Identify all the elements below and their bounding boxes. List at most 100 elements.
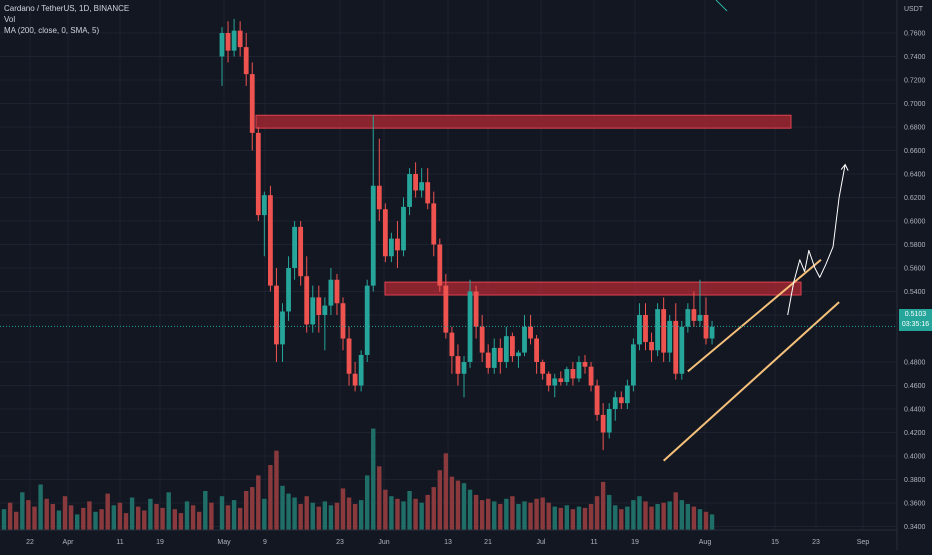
candle-body (413, 174, 418, 191)
volume-bar (274, 450, 279, 530)
volume-bar (99, 509, 104, 530)
candle-body (304, 276, 310, 325)
price-tick-label: 0.4800 (904, 360, 926, 367)
volume-bar (395, 498, 400, 530)
candle-body (352, 373, 358, 386)
candle-body (467, 291, 473, 362)
volume-bar (419, 502, 424, 530)
volume-bar (365, 475, 370, 530)
candle-body (389, 238, 394, 257)
candle-body (243, 47, 249, 75)
candle-body (576, 362, 582, 379)
volume-bar (38, 484, 43, 530)
candle-body (528, 326, 533, 339)
volume-bar (437, 470, 442, 530)
price-tick-label: 0.5600 (904, 266, 926, 273)
volume-bar (160, 507, 165, 530)
volume-bar (443, 453, 449, 530)
volume-bar (203, 491, 208, 530)
candle-body (274, 285, 279, 345)
volume-bar (479, 500, 485, 530)
candle-body (552, 378, 558, 386)
candle-body (328, 279, 334, 306)
volume-bar (231, 500, 237, 530)
volume-bar (20, 492, 25, 530)
date-tick-label: Aug (699, 539, 712, 546)
volume-bar (467, 489, 473, 530)
volume-bar (637, 496, 642, 530)
volume-bar (50, 504, 55, 530)
volume-bar (486, 498, 491, 530)
volume-bar (540, 497, 545, 530)
volume-bar (594, 496, 600, 530)
volume-indicator-label[interactable]: Vol (4, 15, 16, 24)
price-tick-label: 0.4400 (904, 407, 926, 414)
candle-body (455, 356, 461, 374)
trendline (687, 259, 822, 373)
volume-bar (649, 506, 654, 530)
candle-body (679, 326, 685, 374)
volume-bar (504, 498, 509, 530)
volume-bar (570, 509, 576, 530)
volume-bar (56, 510, 62, 530)
candle-body (479, 326, 485, 353)
candle-body (709, 326, 715, 339)
candle-body (419, 182, 425, 191)
candle-body (558, 378, 564, 382)
volume-bar (425, 494, 430, 530)
volume-bar (383, 489, 388, 530)
volume-bar (546, 502, 551, 530)
candle-body (395, 238, 400, 251)
volume-bar (298, 504, 303, 530)
volume-bar (209, 502, 214, 530)
candle-body (606, 409, 612, 433)
volume-bar (607, 494, 612, 530)
volume-bar (197, 511, 202, 530)
date-tick-label: 22 (26, 539, 34, 546)
price-tick-label: 0.4600 (904, 383, 926, 390)
candle-body (564, 369, 570, 382)
candle-body (292, 226, 297, 268)
volume-bar (93, 511, 98, 530)
date-tick-label: May (217, 539, 231, 546)
candle-body (443, 285, 449, 333)
price-tick-label: 0.5400 (904, 289, 926, 296)
candle-body (225, 33, 231, 51)
volume-bar (237, 507, 243, 530)
price-tick-label: 0.7600 (904, 31, 926, 38)
volume-bar (619, 509, 624, 530)
volume-bar (673, 492, 678, 530)
volume-bar (117, 502, 123, 530)
candle-body (516, 352, 521, 357)
candle-body (425, 182, 431, 204)
price-tick-label: 0.4200 (904, 430, 926, 437)
volume-bar (1, 509, 7, 530)
currency-unit: USDT (904, 6, 924, 13)
candle-body (637, 315, 642, 345)
symbol-title[interactable]: Cardano / TetherUS, 1D, BINANCE (4, 4, 130, 13)
candle-body (316, 297, 322, 315)
volume-bar (377, 466, 382, 530)
candle-body (431, 203, 437, 245)
candle-body (370, 185, 376, 286)
volume-bar (322, 501, 328, 530)
volume-bar (190, 505, 196, 530)
volume-bar (32, 506, 37, 530)
date-tick-label: 19 (156, 539, 164, 546)
volume-bar (346, 497, 352, 530)
candle-body (497, 347, 503, 362)
candle-body (685, 309, 691, 327)
date-tick-label: 13 (444, 539, 452, 546)
volume-bar (455, 480, 461, 530)
moving-average-label[interactable]: MA (200, close, 0, SMA, 5) (4, 26, 100, 35)
volume-bar (105, 493, 110, 530)
volume-bar (136, 506, 141, 530)
volume-bar (389, 496, 394, 530)
volume-bar (534, 498, 539, 530)
price-tick-label: 0.6800 (904, 125, 926, 132)
candle-body (655, 309, 660, 351)
volume-bar (625, 506, 630, 530)
volume-bar (352, 504, 358, 530)
